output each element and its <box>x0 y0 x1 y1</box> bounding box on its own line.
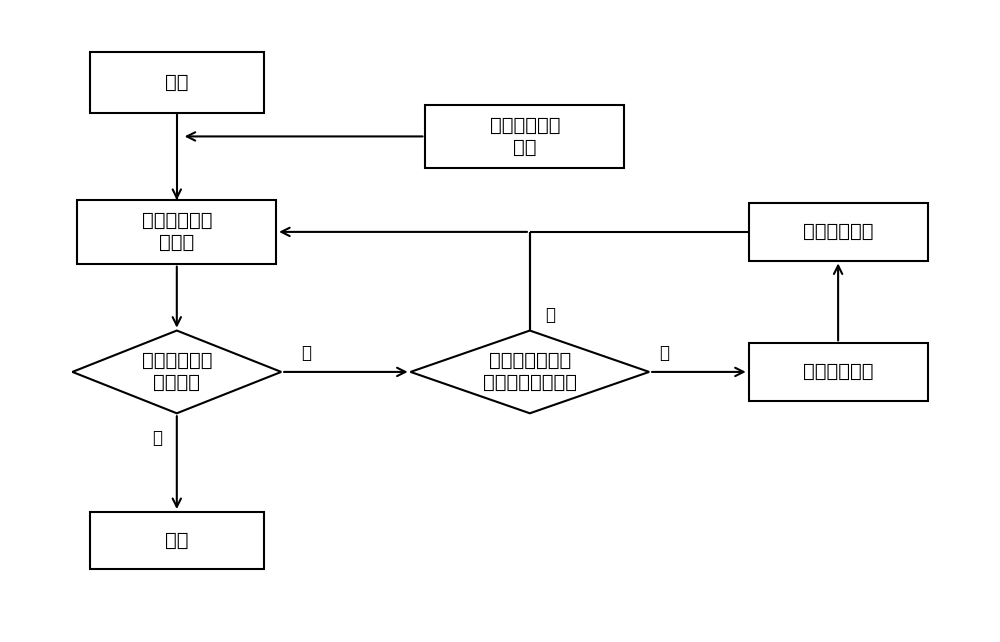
Text: 设置初始时间
步长: 设置初始时间 步长 <box>490 116 560 157</box>
Text: 判断是否为计算
视电导率的时间点: 判断是否为计算 视电导率的时间点 <box>483 351 577 392</box>
Bar <box>749 204 928 261</box>
Bar <box>77 200 276 264</box>
Text: 计算视电导率: 计算视电导率 <box>803 363 873 381</box>
Text: 开始: 开始 <box>165 73 189 92</box>
Text: 是: 是 <box>659 344 669 362</box>
Bar <box>90 512 264 569</box>
Text: 是: 是 <box>152 429 162 447</box>
Text: 否: 否 <box>545 306 555 324</box>
Text: 结束: 结束 <box>165 531 189 550</box>
Bar <box>90 52 264 112</box>
Text: 更新时间步长: 更新时间步长 <box>803 222 873 241</box>
Text: 否: 否 <box>301 344 311 362</box>
Polygon shape <box>72 331 281 413</box>
Bar <box>749 343 928 401</box>
Bar <box>425 105 624 168</box>
Polygon shape <box>411 331 649 413</box>
Text: 更新模拟时间
与数据: 更新模拟时间 与数据 <box>142 211 212 252</box>
Text: 判断是否达到
预设时长: 判断是否达到 预设时长 <box>142 351 212 392</box>
